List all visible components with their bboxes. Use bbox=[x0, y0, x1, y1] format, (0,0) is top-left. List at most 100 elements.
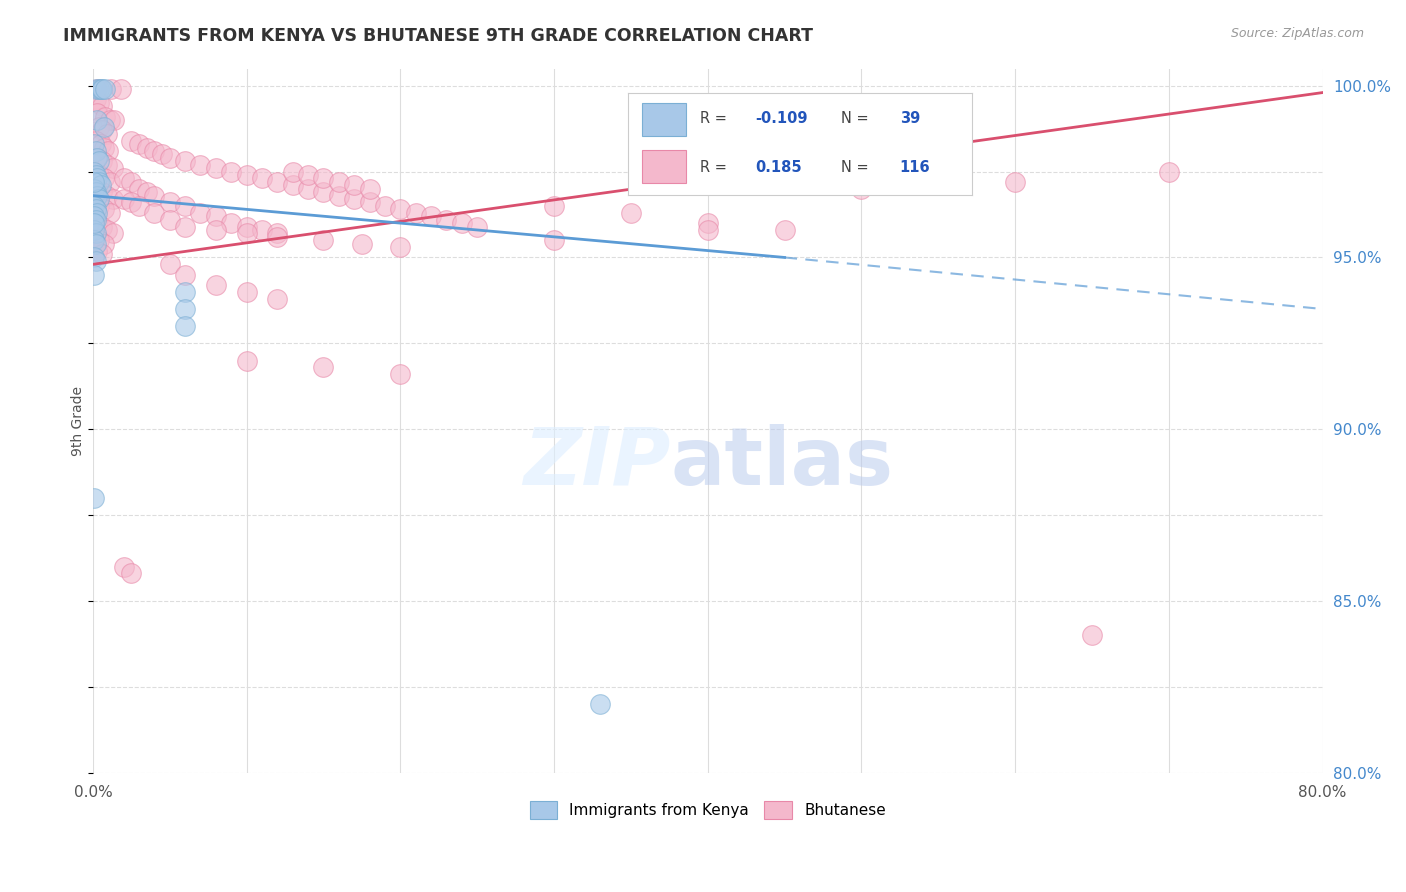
Point bbox=[205, 223, 228, 237]
Point bbox=[389, 202, 412, 217]
Text: ZIP: ZIP bbox=[523, 424, 671, 502]
Point bbox=[159, 212, 181, 227]
Point bbox=[135, 140, 157, 154]
Point bbox=[93, 171, 115, 186]
Point bbox=[174, 199, 197, 213]
Point bbox=[93, 202, 115, 217]
Point bbox=[266, 230, 288, 244]
Point bbox=[101, 192, 124, 206]
Point bbox=[93, 120, 115, 134]
Point bbox=[359, 195, 381, 210]
Point bbox=[86, 106, 108, 120]
Point bbox=[159, 151, 181, 165]
Point bbox=[174, 268, 197, 282]
Point bbox=[328, 175, 350, 189]
Point bbox=[83, 491, 105, 505]
Point bbox=[297, 182, 319, 196]
Point bbox=[91, 154, 114, 169]
Point bbox=[112, 192, 135, 206]
Point bbox=[543, 199, 565, 213]
Point bbox=[98, 175, 121, 189]
Point bbox=[83, 137, 105, 152]
Point bbox=[103, 113, 125, 128]
Point bbox=[90, 178, 112, 193]
Point bbox=[86, 151, 108, 165]
Point bbox=[83, 223, 105, 237]
Point bbox=[87, 168, 110, 182]
Point bbox=[143, 144, 166, 158]
Point bbox=[135, 185, 157, 199]
Point bbox=[350, 236, 373, 251]
Point bbox=[84, 144, 107, 158]
Point bbox=[143, 206, 166, 220]
Point bbox=[266, 175, 288, 189]
Point bbox=[83, 233, 105, 247]
Point bbox=[86, 244, 108, 258]
Point bbox=[297, 168, 319, 182]
Point bbox=[696, 223, 718, 237]
Point bbox=[91, 247, 114, 261]
Point bbox=[87, 233, 110, 247]
Point bbox=[84, 92, 107, 106]
Point bbox=[93, 140, 115, 154]
Point bbox=[87, 199, 110, 213]
Point bbox=[93, 236, 115, 251]
Point bbox=[190, 206, 212, 220]
Point bbox=[205, 209, 228, 223]
Point bbox=[84, 168, 107, 182]
Point bbox=[83, 251, 105, 265]
Point bbox=[86, 206, 108, 220]
Point bbox=[235, 219, 257, 234]
Point bbox=[84, 236, 107, 251]
Point bbox=[343, 178, 366, 193]
Point bbox=[86, 216, 108, 230]
Point bbox=[86, 188, 108, 202]
Point bbox=[101, 161, 124, 175]
Point bbox=[87, 192, 110, 206]
Point bbox=[87, 82, 110, 96]
Point bbox=[96, 223, 118, 237]
Point bbox=[86, 171, 108, 186]
Point bbox=[101, 227, 124, 241]
Point bbox=[150, 147, 173, 161]
Point bbox=[159, 257, 181, 271]
Point bbox=[250, 223, 273, 237]
Point bbox=[851, 182, 873, 196]
Point bbox=[696, 216, 718, 230]
Point bbox=[620, 206, 643, 220]
Point bbox=[465, 219, 488, 234]
Point bbox=[174, 301, 197, 316]
Point bbox=[112, 171, 135, 186]
Point bbox=[87, 120, 110, 134]
Point bbox=[328, 188, 350, 202]
Point bbox=[374, 199, 396, 213]
Point bbox=[83, 164, 105, 178]
Point bbox=[84, 212, 107, 227]
Point bbox=[343, 192, 366, 206]
Point bbox=[96, 158, 118, 172]
Point bbox=[84, 202, 107, 217]
Point bbox=[96, 188, 118, 202]
Point bbox=[83, 199, 105, 213]
Point bbox=[97, 144, 120, 158]
Point bbox=[90, 82, 112, 96]
Point bbox=[174, 219, 197, 234]
Point bbox=[219, 164, 242, 178]
Point bbox=[98, 206, 121, 220]
Point bbox=[83, 268, 105, 282]
Point bbox=[87, 154, 110, 169]
Point bbox=[1157, 164, 1180, 178]
Point bbox=[128, 137, 150, 152]
Y-axis label: 9th Grade: 9th Grade bbox=[72, 385, 86, 456]
Point bbox=[112, 559, 135, 574]
Text: Source: ZipAtlas.com: Source: ZipAtlas.com bbox=[1230, 27, 1364, 40]
Text: IMMIGRANTS FROM KENYA VS BHUTANESE 9TH GRADE CORRELATION CHART: IMMIGRANTS FROM KENYA VS BHUTANESE 9TH G… bbox=[63, 27, 813, 45]
Point bbox=[128, 182, 150, 196]
Point bbox=[120, 175, 142, 189]
Point bbox=[100, 82, 122, 96]
Point bbox=[120, 195, 142, 210]
Point bbox=[436, 212, 458, 227]
Point bbox=[420, 209, 443, 223]
Point bbox=[205, 161, 228, 175]
Point bbox=[86, 182, 108, 196]
